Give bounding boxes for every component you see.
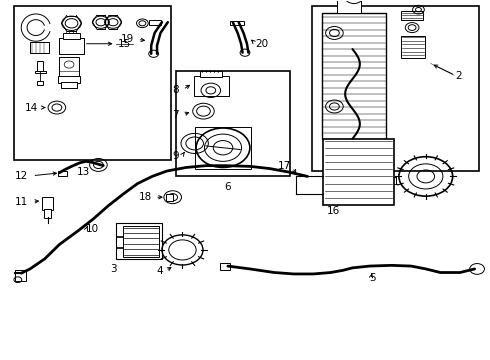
Text: 19: 19 xyxy=(121,35,134,44)
Text: 7: 7 xyxy=(172,110,179,120)
Bar xyxy=(58,171,67,176)
Bar xyxy=(61,82,77,88)
Bar xyxy=(175,71,291,176)
Text: 2: 2 xyxy=(455,71,462,81)
Bar xyxy=(220,263,230,270)
Text: 12: 12 xyxy=(14,171,27,181)
Text: 6: 6 xyxy=(224,182,231,192)
Bar xyxy=(59,39,84,54)
Text: 15: 15 xyxy=(118,39,131,49)
Bar xyxy=(15,270,26,281)
Bar xyxy=(194,76,229,96)
Bar xyxy=(42,197,53,210)
Text: 1: 1 xyxy=(393,177,400,188)
Bar xyxy=(116,223,162,259)
Bar xyxy=(401,36,425,58)
Text: 14: 14 xyxy=(25,103,38,113)
Bar xyxy=(30,42,49,53)
Text: 20: 20 xyxy=(255,39,268,49)
Text: 4: 4 xyxy=(156,266,163,276)
Text: 8: 8 xyxy=(172,85,179,95)
Bar xyxy=(63,33,80,40)
Bar xyxy=(195,127,251,168)
Text: 3: 3 xyxy=(110,264,117,274)
Bar xyxy=(35,71,46,73)
Text: 18: 18 xyxy=(139,192,152,202)
Text: 17: 17 xyxy=(278,161,292,171)
Bar xyxy=(37,81,43,85)
Text: 16: 16 xyxy=(326,206,340,216)
Bar xyxy=(337,0,361,13)
Bar xyxy=(149,21,161,25)
Text: 5: 5 xyxy=(369,273,376,283)
Text: 13: 13 xyxy=(77,167,90,177)
Bar xyxy=(37,61,43,72)
Bar xyxy=(313,6,479,171)
Bar xyxy=(323,139,394,205)
Text: 10: 10 xyxy=(86,225,99,234)
Bar xyxy=(14,6,171,160)
Bar xyxy=(58,76,80,83)
Bar xyxy=(59,57,79,77)
Bar xyxy=(401,12,423,21)
Bar xyxy=(44,209,51,218)
Text: 11: 11 xyxy=(14,197,27,207)
Bar xyxy=(230,21,244,26)
Bar xyxy=(200,71,221,77)
Text: 9: 9 xyxy=(172,150,179,161)
Bar xyxy=(166,194,173,201)
Bar xyxy=(123,226,159,257)
Bar xyxy=(322,13,386,139)
